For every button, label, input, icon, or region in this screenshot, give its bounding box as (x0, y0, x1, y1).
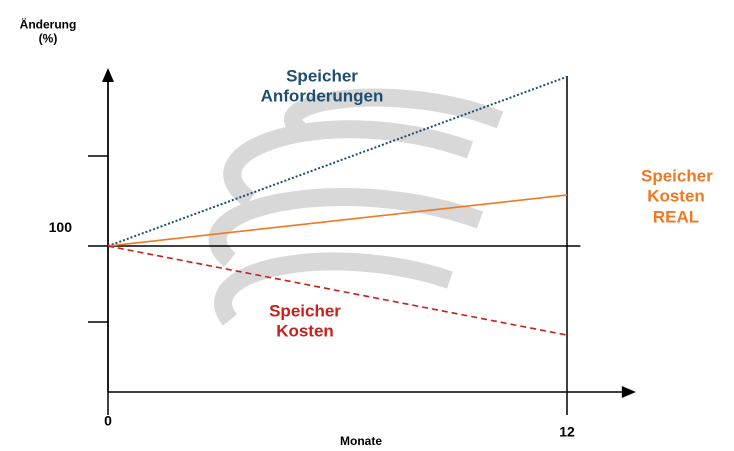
series-label: Speicher Kosten REAL (641, 166, 713, 227)
series-label: Speicher Anforderungen (260, 66, 384, 106)
x-axis-title: Monate (340, 433, 382, 448)
y-axis-arrow (102, 68, 114, 82)
series-line (107, 75, 568, 247)
series-line (107, 245, 568, 336)
y-tick-label: 100 (49, 219, 73, 235)
series-label: Speicher Kosten (269, 301, 341, 341)
x-tick-label: 12 (559, 424, 575, 440)
y-axis-title: Änderung (%) (19, 17, 77, 46)
x-axis-arrow (621, 386, 636, 398)
series-line (107, 194, 568, 247)
watermark (208, 88, 504, 326)
x-tick-label: 0 (104, 413, 112, 429)
